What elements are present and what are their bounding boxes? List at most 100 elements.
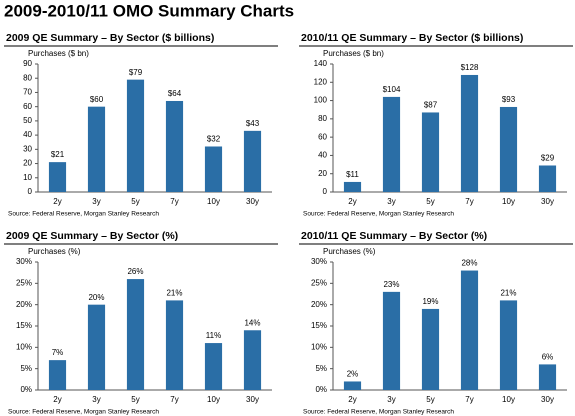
y-tick-label: 30	[23, 144, 32, 153]
y-tick-label: 0%	[315, 385, 327, 394]
bar	[460, 270, 479, 390]
data-label: $104	[383, 85, 401, 94]
source: Source: Federal Reserve, Morgan Stanley …	[8, 409, 159, 416]
x-tick-label: 3y	[387, 197, 395, 206]
x-tick-label: 7y	[170, 395, 178, 404]
data-label: 11%	[206, 331, 221, 340]
bar	[87, 304, 106, 390]
source: Source: Federal Reserve, Morgan Stanley …	[303, 409, 454, 416]
x-tick-label: 3y	[387, 395, 395, 404]
data-label: 19%	[422, 297, 438, 306]
bar	[382, 291, 401, 390]
x-tick-label: 10y	[207, 197, 220, 206]
bar	[538, 165, 557, 192]
y-tick-label: 120	[314, 77, 328, 86]
chart-title: 2010/11 QE Summary – By Sector (%)	[301, 230, 487, 242]
bar	[499, 106, 518, 192]
x-tick-label: 10y	[207, 395, 220, 404]
x-tick-label: 2y	[53, 197, 61, 206]
data-label: $60	[90, 95, 104, 104]
y-tick-label: 10%	[16, 342, 32, 351]
x-tick-label: 5y	[426, 197, 434, 206]
y-tick-label: 0%	[20, 385, 32, 394]
y-axis-label: Purchases ($ bn)	[28, 49, 89, 58]
x-tick-label: 30y	[246, 395, 259, 404]
y-tick-label: 20	[23, 159, 32, 168]
y-tick-label: 40	[318, 151, 327, 160]
x-tick-label: 5y	[131, 395, 139, 404]
y-tick-label: 25%	[311, 278, 327, 287]
y-axis-label: Purchases ($ bn)	[323, 49, 384, 58]
bar	[165, 100, 184, 192]
data-label: $93	[502, 95, 516, 104]
y-tick-label: 80	[318, 114, 327, 123]
data-label: $11	[346, 170, 359, 179]
y-tick-label: 20	[318, 169, 327, 178]
data-label: 6%	[542, 353, 554, 362]
x-tick-label: 30y	[541, 395, 554, 404]
chart-title: 2009 QE Summary – By Sector (%)	[6, 230, 178, 242]
data-label: $128	[461, 63, 479, 72]
bar	[243, 130, 262, 192]
x-tick-label: 5y	[131, 197, 139, 206]
chart-title: 2010/11 QE Summary – By Sector ($ billio…	[301, 32, 523, 44]
x-tick-label: 10y	[502, 395, 515, 404]
y-tick-label: 5%	[315, 364, 327, 373]
x-tick-label: 2y	[53, 395, 61, 404]
y-axis-label: Purchases (%)	[323, 247, 376, 256]
y-tick-label: 70	[23, 88, 32, 97]
y-tick-label: 5%	[20, 364, 32, 373]
data-label: 21%	[166, 289, 182, 298]
data-label: $79	[129, 68, 143, 77]
bar	[87, 106, 106, 192]
data-label: 26%	[127, 267, 143, 276]
data-label: 28%	[461, 259, 477, 268]
y-tick-label: 20%	[16, 300, 32, 309]
y-tick-label: 40	[23, 130, 32, 139]
x-tick-label: 7y	[465, 395, 473, 404]
y-tick-label: 25%	[16, 278, 32, 287]
bar	[204, 146, 223, 192]
x-tick-label: 3y	[92, 197, 100, 206]
bar	[343, 381, 362, 390]
data-label: 21%	[500, 289, 516, 298]
y-tick-label: 30%	[16, 257, 32, 266]
y-tick-label: 0	[28, 187, 33, 196]
data-label: $29	[541, 154, 555, 163]
y-tick-label: 100	[314, 96, 328, 105]
x-tick-label: 3y	[92, 395, 100, 404]
source: Source: Federal Reserve, Morgan Stanley …	[8, 211, 159, 218]
y-tick-label: 0	[323, 187, 328, 196]
y-tick-label: 90	[23, 59, 32, 68]
bar	[421, 308, 440, 390]
y-tick-label: 80	[23, 73, 32, 82]
x-tick-label: 5y	[426, 395, 434, 404]
y-tick-label: 15%	[311, 321, 327, 330]
bar	[126, 79, 145, 192]
y-tick-label: 60	[318, 132, 327, 141]
x-tick-label: 7y	[465, 197, 473, 206]
data-label: 23%	[383, 280, 399, 289]
page-title: 2009-2010/11 OMO Summary Charts	[4, 1, 294, 20]
x-tick-label: 7y	[170, 197, 178, 206]
bar	[382, 96, 401, 192]
bar	[126, 279, 145, 390]
y-tick-label: 50	[23, 116, 32, 125]
bar	[343, 181, 362, 192]
data-label: $32	[207, 135, 221, 144]
y-tick-label: 15%	[16, 321, 32, 330]
data-label: 2%	[347, 370, 359, 379]
bar	[421, 112, 440, 192]
data-label: $87	[424, 101, 438, 110]
bar	[538, 364, 557, 390]
x-tick-label: 30y	[246, 197, 259, 206]
data-label: 14%	[244, 318, 260, 327]
x-tick-label: 2y	[348, 395, 356, 404]
bar	[499, 300, 518, 390]
source: Source: Federal Reserve, Morgan Stanley …	[303, 211, 454, 218]
y-tick-label: 30%	[311, 257, 327, 266]
y-tick-label: 20%	[311, 300, 327, 309]
bar	[243, 330, 262, 390]
y-axis-label: Purchases (%)	[28, 247, 81, 256]
